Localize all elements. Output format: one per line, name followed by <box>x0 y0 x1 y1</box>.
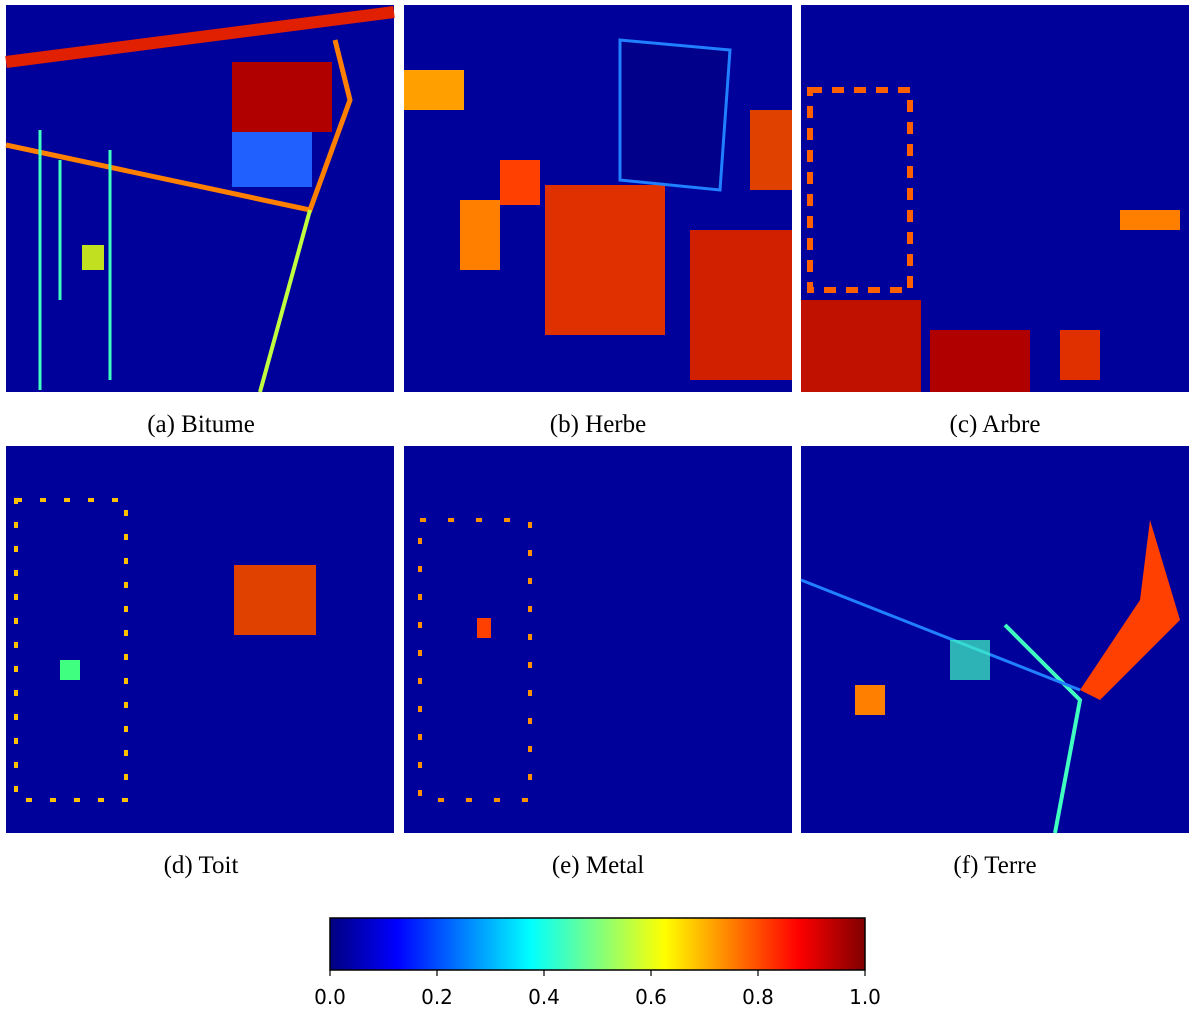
abundance-map <box>800 446 1189 834</box>
colorbar-tick-label: 0.4 <box>528 985 560 1009</box>
panel-caption: (f) Terre <box>953 852 1036 879</box>
panel-caption: (c) Arbre <box>950 411 1041 438</box>
abundance-map <box>6 446 394 833</box>
panel-caption: (d) Toit <box>164 852 239 879</box>
abundance-map <box>404 446 792 833</box>
abundance-map <box>404 5 792 392</box>
colorbar-tick-label: 0.0 <box>314 985 346 1009</box>
abundance-map <box>5 5 395 393</box>
colorbar-tick-label: 1.0 <box>849 985 881 1009</box>
panel-caption: (a) Bitume <box>147 411 255 438</box>
abundance-map <box>801 5 1189 392</box>
panel-caption: (e) Metal <box>552 852 644 879</box>
panel-caption: (b) Herbe <box>550 411 646 438</box>
colorbar-tick-label: 0.8 <box>742 985 774 1009</box>
colorbar <box>329 917 866 971</box>
colorbar-tick-label: 0.6 <box>635 985 667 1009</box>
colorbar-tick-label: 0.2 <box>421 985 453 1009</box>
